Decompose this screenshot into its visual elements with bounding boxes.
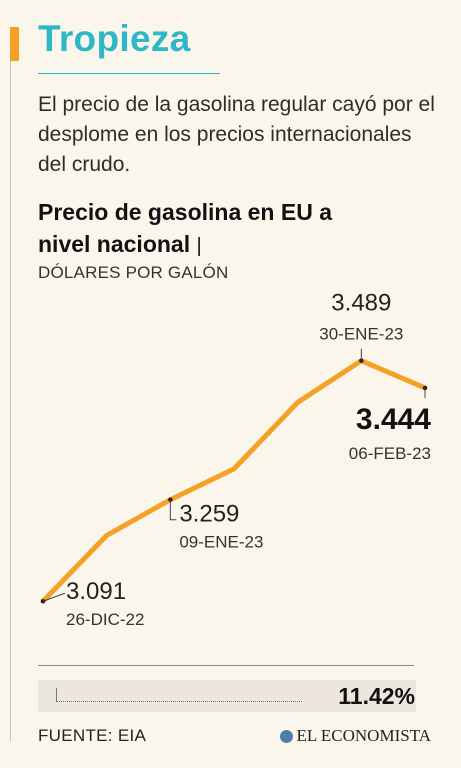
source-note: FUENTE: EIA: [38, 726, 147, 745]
value-label: 3.489: [331, 290, 391, 317]
change-leader: [56, 688, 302, 702]
date-label: 09-ENE-23: [179, 533, 263, 552]
chart-bottom-rule: [38, 665, 414, 666]
leader-line: [169, 499, 177, 521]
side-rule: [10, 61, 11, 741]
page-title: Tropieza: [38, 18, 191, 59]
chart-title: Precio de gasolina en EU a nivel naciona…: [38, 196, 378, 262]
brand-name: EL ECONOMISTA: [296, 726, 431, 745]
brand-icon: [279, 729, 293, 743]
series-line: [40, 358, 428, 604]
date-label: 26-DIC-22: [66, 610, 144, 629]
change-box: [38, 680, 416, 712]
brand-logo: EL ECONOMISTA: [279, 726, 431, 746]
chart-annotations: 3.091 26-DIC-22 3.259 09-ENE-23 3.489 30-ENE-…: [40, 290, 431, 629]
leader-line: [42, 592, 66, 602]
value-label: 3.259: [179, 501, 239, 528]
accent-bar: [10, 27, 19, 61]
chart-title-text: Precio de gasolina en EU a nivel naciona…: [38, 199, 332, 257]
value-label: 3.444: [356, 403, 431, 436]
date-label: 30-ENE-23: [319, 325, 403, 344]
unit-label: DÓLARES POR GALÓN: [38, 263, 229, 282]
title-underline: [38, 73, 220, 74]
date-label: 06-FEB-23: [349, 444, 431, 463]
change-value: 11.42%: [338, 683, 415, 709]
value-label: 3.091: [66, 578, 126, 605]
subtitle: El precio de la gasolina regular cayó po…: [38, 93, 435, 176]
title-separator: |: [196, 235, 202, 257]
